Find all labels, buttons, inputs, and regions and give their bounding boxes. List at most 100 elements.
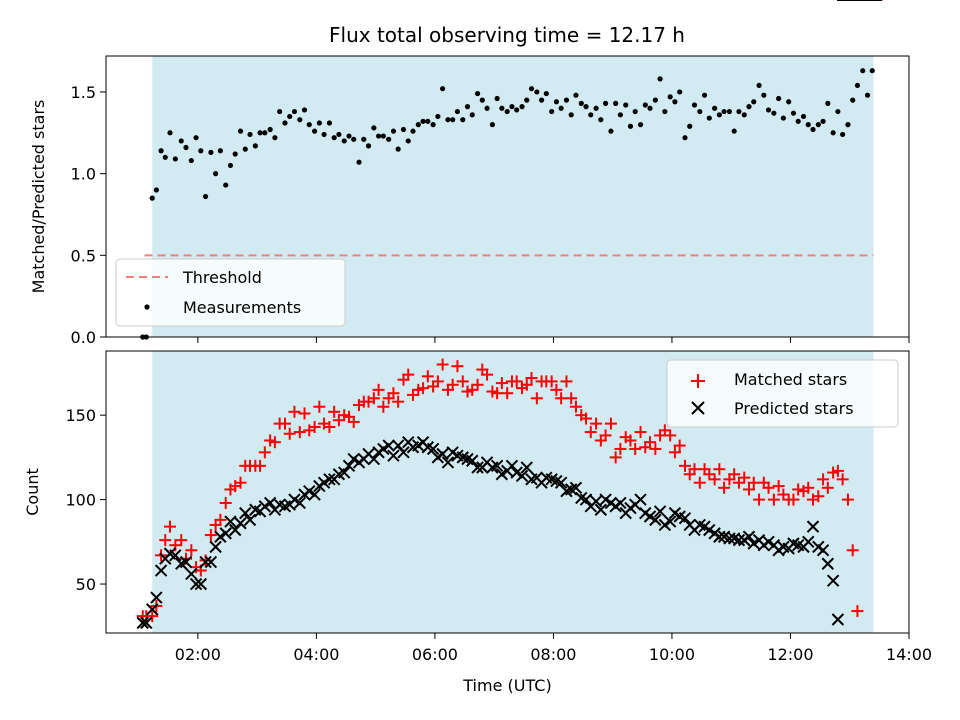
measurement-point xyxy=(771,110,777,116)
measurement-point xyxy=(637,122,644,128)
measurement-point xyxy=(860,68,866,74)
matched-star-point xyxy=(471,378,484,391)
measurement-point xyxy=(677,89,683,95)
predicted-star-point xyxy=(554,476,568,489)
matched-star-point xyxy=(590,417,603,430)
measurement-point xyxy=(761,92,767,98)
matched-star-point xyxy=(278,417,291,430)
measurement-point xyxy=(509,104,515,110)
matched-star-point xyxy=(417,382,430,395)
measurement-point xyxy=(786,99,792,105)
matched-star-point xyxy=(658,424,671,437)
measurement-point xyxy=(756,82,762,89)
matched-star-point xyxy=(332,414,345,427)
matched-star-point xyxy=(254,459,267,472)
measurement-point xyxy=(825,100,831,106)
count-panel-x-ticks: 02:00 04:00 06:00 08:00 10:00 12:00 14:00 xyxy=(175,633,932,664)
measurement-point xyxy=(479,97,485,103)
measurement-point xyxy=(593,105,599,111)
matched-star-point xyxy=(328,405,341,418)
predicted-star-point xyxy=(713,530,726,543)
measurement-point xyxy=(425,118,431,124)
matched-star-point xyxy=(629,442,642,455)
y-tick-label: 1.0 xyxy=(71,165,96,184)
matched-star-point xyxy=(421,370,434,383)
measurement-point xyxy=(301,107,308,113)
predicted-star-point xyxy=(391,439,405,452)
matched-star-point xyxy=(204,529,217,542)
predicted-star-point xyxy=(243,513,257,527)
measurement-point xyxy=(608,128,614,134)
count-panel-legend: Matched stars Predicted stars xyxy=(666,359,899,428)
measurement-point xyxy=(297,117,303,123)
matched-star-point xyxy=(451,360,464,373)
measurement-point xyxy=(746,104,752,110)
measurements-legend-swatch xyxy=(144,304,150,310)
measurement-point xyxy=(213,171,219,177)
predicted-star-point xyxy=(140,616,153,630)
measurement-point xyxy=(835,108,841,115)
measurement-point xyxy=(588,112,594,118)
measurement-point xyxy=(395,146,401,152)
predicted-star-point xyxy=(150,591,163,604)
matched-star-point xyxy=(742,483,755,496)
measurement-point xyxy=(568,112,574,118)
predicted-star-point xyxy=(199,555,212,569)
measurement-point xyxy=(810,126,816,133)
x-tick-label: 04:00 xyxy=(293,645,339,664)
measurement-point xyxy=(751,99,757,105)
y-tick-label: 0.0 xyxy=(71,328,96,347)
matched-star-point xyxy=(841,493,854,506)
matched-star-point xyxy=(762,481,775,494)
measurement-point xyxy=(716,112,722,118)
measurement-point xyxy=(721,108,727,115)
measurement-point xyxy=(691,102,698,108)
measurement-point xyxy=(351,136,357,142)
measurement-point xyxy=(489,122,495,128)
matched-star-point xyxy=(258,446,271,459)
predicted-star-point xyxy=(806,520,820,533)
matched-star-point xyxy=(495,377,508,390)
matched-star-point xyxy=(817,473,830,486)
measurement-point xyxy=(563,97,570,103)
predicted-star-point xyxy=(239,506,252,520)
measurement-point xyxy=(400,126,407,133)
measurement-point xyxy=(790,110,797,116)
measurement-point xyxy=(687,123,693,129)
matched-star-point xyxy=(713,463,726,476)
measurement-point xyxy=(277,108,283,115)
matched-star-point xyxy=(831,464,844,477)
matched-star-point xyxy=(372,383,385,396)
measurement-point xyxy=(217,148,223,154)
predicted-star-point xyxy=(821,557,835,570)
predicted-star-point xyxy=(663,515,677,528)
measurement-point xyxy=(223,182,229,188)
matched-star-point xyxy=(525,372,538,385)
x-tick-label: 10:00 xyxy=(649,645,695,664)
measurement-point xyxy=(242,146,248,152)
count-panel-frame xyxy=(105,350,910,634)
matched-star-point xyxy=(664,429,677,442)
matched-star-point xyxy=(175,534,188,547)
predicted-star-point xyxy=(426,442,440,456)
measurement-point xyxy=(346,133,352,139)
matched-star-point xyxy=(466,383,479,396)
predicted-stars-points xyxy=(136,0,882,630)
measurement-point xyxy=(776,95,782,102)
measurement-point xyxy=(420,118,426,124)
measurement-point xyxy=(538,97,545,103)
predicted-star-point xyxy=(466,454,479,467)
predicted-star-point xyxy=(441,456,455,469)
ratio-panel-y-ticks: 0.0 0.5 1.0 1.5 xyxy=(71,83,106,347)
predicted-star-point xyxy=(185,567,198,581)
matched-star-point xyxy=(501,387,514,400)
predicted-star-point xyxy=(614,496,627,510)
matched-star-point xyxy=(164,520,177,533)
measurement-point xyxy=(172,156,178,162)
predicted-star-point xyxy=(732,533,746,547)
measurement-point xyxy=(869,68,875,74)
measurement-point xyxy=(193,135,199,141)
matched-star-point xyxy=(530,392,543,405)
x-tick-label: 08:00 xyxy=(530,645,576,664)
measurement-point xyxy=(800,113,807,120)
